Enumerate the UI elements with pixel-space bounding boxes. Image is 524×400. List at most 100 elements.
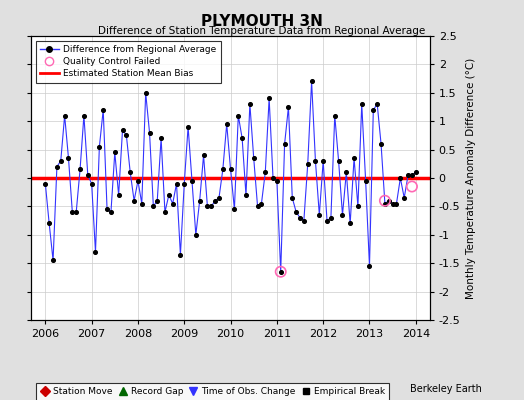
Point (411, 169, 420, 176)
Point (365, 263, 374, 269)
Point (288, 195, 297, 201)
Point (88, 180, 96, 187)
Point (141, 90, 150, 96)
Point (315, 212, 323, 218)
Point (257, 200, 266, 207)
Point (172, 180, 181, 187)
Point (195, 198, 204, 204)
Point (203, 203, 212, 210)
Point (334, 158, 343, 164)
Point (72, 209, 80, 215)
Point (392, 200, 401, 207)
Point (277, 268, 285, 275)
Point (385, 198, 393, 204)
Point (57, 158, 65, 164)
Point (219, 166, 227, 173)
Point (350, 155, 358, 161)
Point (176, 252, 184, 258)
Point (408, 172, 416, 178)
Point (192, 232, 200, 238)
Point (138, 200, 146, 207)
Point (381, 200, 389, 207)
Point (134, 178, 142, 184)
Point (118, 126, 127, 133)
Point (103, 206, 111, 212)
Text: PLYMOUTH 3N: PLYMOUTH 3N (201, 14, 323, 29)
Point (396, 175, 405, 181)
Point (161, 209, 169, 215)
Point (165, 192, 173, 198)
Point (188, 178, 196, 184)
Point (149, 203, 158, 210)
Point (215, 195, 223, 201)
Point (76, 166, 84, 173)
Point (114, 192, 123, 198)
Point (41, 180, 50, 187)
Y-axis label: Monthly Temperature Anomaly Difference (°C): Monthly Temperature Anomaly Difference (… (466, 57, 476, 299)
Point (249, 155, 258, 161)
Point (272, 178, 281, 184)
Point (153, 198, 161, 204)
Point (169, 200, 177, 207)
Point (246, 101, 254, 107)
Point (265, 95, 274, 102)
Point (53, 164, 61, 170)
Point (126, 169, 134, 176)
Point (80, 112, 88, 119)
Point (84, 172, 92, 178)
Point (381, 198, 389, 204)
Point (357, 101, 366, 107)
Point (296, 214, 304, 221)
Point (308, 78, 316, 85)
Point (400, 195, 408, 201)
Point (377, 141, 385, 147)
Point (49, 257, 57, 264)
Text: Berkeley Earth: Berkeley Earth (410, 384, 482, 394)
Point (180, 180, 189, 187)
Point (369, 107, 377, 113)
Point (122, 132, 130, 138)
Point (354, 203, 362, 210)
Point (284, 104, 292, 110)
Point (300, 217, 308, 224)
Point (323, 217, 331, 224)
Point (331, 112, 339, 119)
Point (199, 152, 208, 158)
Point (111, 149, 119, 156)
Point (226, 166, 235, 173)
Point (303, 160, 312, 167)
Point (242, 192, 250, 198)
Point (107, 209, 115, 215)
Point (362, 178, 370, 184)
Point (211, 198, 220, 204)
Point (277, 268, 285, 275)
Point (342, 169, 351, 176)
Text: Difference of Station Temperature Data from Regional Average: Difference of Station Temperature Data f… (99, 26, 425, 36)
Point (238, 135, 246, 142)
Point (60, 112, 69, 119)
Point (339, 212, 347, 218)
Point (234, 112, 243, 119)
Legend: Station Move, Record Gap, Time of Obs. Change, Empirical Break: Station Move, Record Gap, Time of Obs. C… (36, 383, 389, 400)
Point (373, 101, 381, 107)
Point (45, 220, 53, 227)
Point (388, 200, 397, 207)
Point (327, 214, 335, 221)
Point (346, 220, 354, 227)
Point (207, 203, 215, 210)
Point (230, 206, 238, 212)
Point (184, 124, 192, 130)
Point (68, 209, 77, 215)
Point (404, 172, 412, 178)
Point (99, 107, 107, 113)
Point (408, 183, 416, 190)
Point (64, 155, 73, 161)
Point (130, 198, 138, 204)
Point (91, 249, 100, 255)
Point (95, 144, 104, 150)
Point (269, 175, 277, 181)
Point (261, 169, 269, 176)
Point (223, 121, 231, 127)
Point (319, 158, 328, 164)
Point (292, 209, 300, 215)
